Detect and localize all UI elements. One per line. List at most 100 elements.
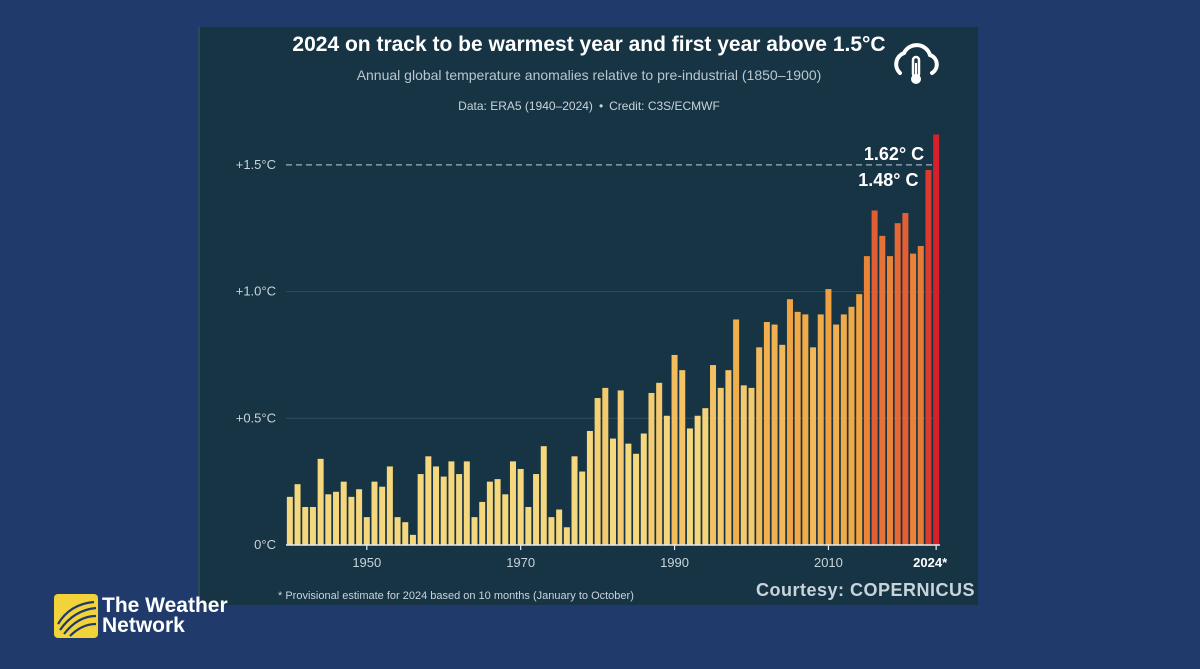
y-tick-label: +0.5°C: [236, 410, 276, 425]
bar-2010: [825, 289, 832, 545]
data-source: Data: ERA5 (1940–2024) • Credit: C3S/ECMWF: [200, 99, 978, 113]
bar-1984: [625, 443, 632, 545]
bar-1947: [340, 481, 347, 545]
bar-1942: [302, 506, 309, 545]
bar-1985: [633, 453, 640, 545]
bar-1989: [663, 415, 670, 545]
bar-2022: [917, 245, 924, 545]
bar-1966: [486, 481, 493, 545]
bar-1999: [740, 385, 747, 545]
bar-1943: [309, 506, 316, 545]
bar-1963: [463, 461, 470, 545]
bar-1965: [479, 501, 486, 545]
bar-2016: [871, 210, 878, 545]
bar-1995: [710, 365, 717, 545]
bar-2000: [748, 387, 755, 545]
bar-1959: [433, 466, 440, 545]
annotation-2024: 1.62° C: [864, 144, 924, 164]
bar-1946: [333, 491, 340, 545]
bar-1986: [640, 433, 647, 545]
bar-1991: [679, 370, 686, 545]
bar-1940: [286, 496, 293, 545]
bar-2021: [910, 253, 917, 545]
chart-panel: 2024 on track to be warmest year and fir…: [198, 27, 978, 605]
bar-2014: [856, 294, 863, 545]
bar-1974: [548, 517, 555, 545]
bar-2023: [925, 169, 932, 545]
bar-1990: [671, 354, 678, 545]
brand-line-1: The Weather: [102, 594, 228, 617]
bar-1994: [702, 408, 709, 545]
bar-1970: [517, 468, 524, 545]
bar-1951: [371, 481, 378, 545]
bar-1976: [563, 527, 570, 545]
bar-1956: [409, 534, 416, 545]
bar-2015: [863, 256, 870, 545]
credit-label: Credit: C3S/ECMWF: [609, 99, 720, 113]
footnote: * Provisional estimate for 2024 based on…: [278, 590, 634, 602]
bar-2001: [756, 347, 763, 545]
bar-2011: [833, 324, 840, 545]
bar-1997: [725, 370, 732, 545]
chart-title: 2024 on track to be warmest year and fir…: [292, 33, 886, 56]
bar-1973: [540, 446, 547, 545]
bar-1980: [594, 398, 601, 545]
bar-1961: [448, 461, 455, 545]
bar-1945: [325, 494, 332, 545]
bar-1977: [571, 456, 578, 545]
bar-1944: [317, 458, 324, 545]
bar-1972: [533, 474, 540, 545]
weather-network-wordmark: The Weather Network: [102, 594, 228, 637]
bar-2020: [902, 213, 909, 545]
bar-2005: [786, 299, 793, 545]
courtesy-label: Courtesy: COPERNICUS: [756, 580, 976, 600]
bar-1969: [509, 461, 516, 545]
annotation-2023: 1.48° C: [858, 170, 918, 190]
bar-1996: [717, 387, 724, 545]
bar-2006: [794, 311, 801, 545]
data-source-label: Data: ERA5 (1940–2024): [458, 99, 593, 113]
bar-1964: [471, 517, 478, 545]
y-tick-label: +1.0°C: [236, 284, 276, 299]
x-tick-label: 1990: [660, 555, 689, 570]
bar-1987: [648, 392, 655, 545]
bar-1983: [617, 390, 624, 545]
bar-1952: [379, 486, 386, 545]
bar-1948: [348, 496, 355, 545]
bar-1958: [425, 456, 432, 545]
bar-2009: [817, 314, 824, 545]
bar-2008: [810, 347, 817, 545]
bar-2004: [779, 344, 786, 545]
bar-1960: [440, 476, 447, 545]
bar-2024: [933, 134, 940, 545]
bar-1978: [579, 471, 586, 545]
bar-1993: [694, 415, 701, 545]
bar-2019: [894, 223, 901, 545]
bar-1979: [586, 430, 593, 545]
bar-1981: [602, 387, 609, 545]
bar-1953: [386, 466, 393, 545]
x-tick-label: 1970: [506, 555, 535, 570]
bar-1971: [525, 506, 532, 545]
brand-line-2: Network: [102, 614, 185, 637]
bar-1992: [686, 428, 693, 545]
bar-1988: [656, 382, 663, 545]
bar-2013: [848, 306, 855, 545]
bar-1967: [494, 479, 501, 545]
bar-2007: [802, 314, 809, 545]
bar-1954: [394, 517, 401, 545]
bar-1949: [356, 489, 363, 545]
bar-2017: [879, 235, 886, 546]
bar-1982: [609, 438, 617, 545]
cloud-thermometer-icon: [894, 43, 939, 84]
bar-1955: [402, 522, 409, 545]
bar-1950: [363, 517, 370, 545]
y-tick-label: 0°C: [254, 537, 276, 552]
bar-2018: [886, 256, 893, 545]
temperature-anomaly-chart: 0°C +0.5°C +1.0°C +1.5°C 1950 1970 1990 2010 202…: [236, 134, 948, 570]
x-tick-label: 2024*: [913, 555, 948, 570]
chart-subtitle: Annual global temperature anomalies rela…: [356, 67, 822, 83]
x-tick-label: 1950: [352, 555, 381, 570]
bar-1998: [733, 319, 740, 545]
bar-2012: [840, 314, 847, 545]
